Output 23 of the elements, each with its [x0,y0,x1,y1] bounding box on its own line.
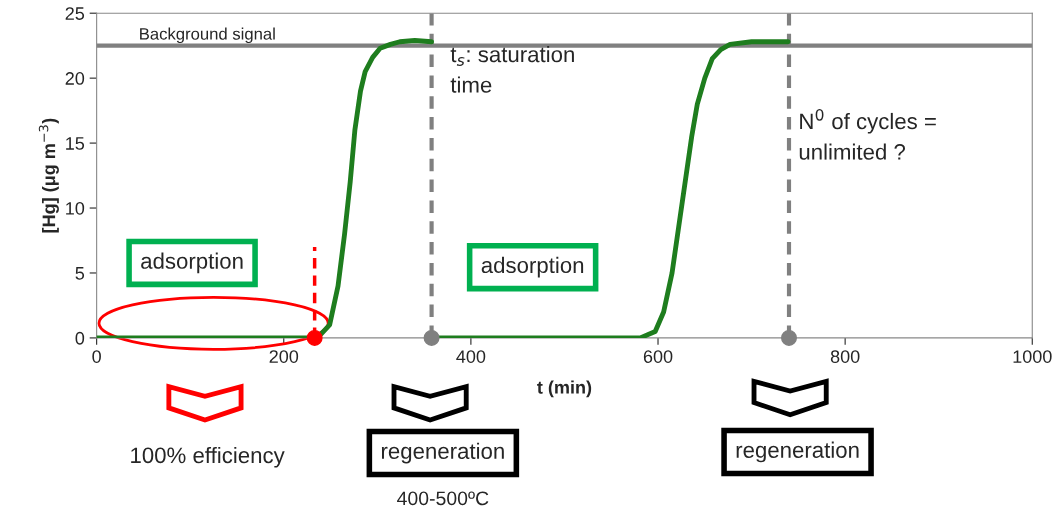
annotation: adsorption [481,256,584,278]
y-tick-label: 15 [66,137,85,150]
annotation: N$^{0}$ of cycles = unlimited ? [799,108,936,160]
x-axis-title: t (min) [537,380,592,398]
y-tick-label: 0 [75,331,85,345]
ref-line-label: Background signal [140,27,275,44]
y-tick-label: 20 [65,72,85,85]
text: 100% efficiency [131,446,285,468]
x-tick-label: 0 [92,350,101,363]
x-tick-label: 800 [830,350,860,363]
y-axis-title: [Hg] (μg m$^{−3}$) [38,118,59,233]
annotation: t$_{s}$: saturation time [450,45,574,93]
x-tick-label: 1000 [1013,350,1052,363]
x-tick-label: 400 [456,350,486,363]
text: regeneration [381,442,504,464]
x-tick-label: 200 [269,350,299,363]
text: regeneration [736,441,859,463]
x-tick-label: 600 [643,350,673,363]
y-tick-label: 5 [75,267,85,280]
annotation: adsorption [141,252,243,274]
y-tick-label: 10 [66,201,85,215]
text: 400-500ºC [397,491,489,506]
y-tick-label: 25 [65,7,85,20]
